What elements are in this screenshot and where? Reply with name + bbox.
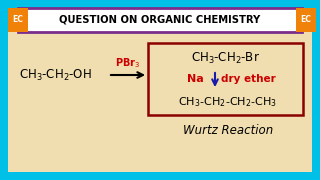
Bar bbox=[18, 8, 302, 32]
Bar bbox=[296, 8, 316, 32]
Text: CH$_3$-CH$_2$-Br: CH$_3$-CH$_2$-Br bbox=[190, 50, 260, 66]
Text: Wurtz Reaction: Wurtz Reaction bbox=[183, 123, 273, 136]
Text: PBr$_3$: PBr$_3$ bbox=[116, 56, 140, 70]
Text: CH$_3$-CH$_2$-CH$_2$-CH$_3$: CH$_3$-CH$_2$-CH$_2$-CH$_3$ bbox=[179, 95, 277, 109]
Text: QUESTION ON ORGANIC CHEMISTRY: QUESTION ON ORGANIC CHEMISTRY bbox=[60, 15, 260, 25]
Text: EC: EC bbox=[300, 15, 311, 24]
Text: Na: Na bbox=[187, 74, 204, 84]
Bar bbox=[8, 8, 28, 32]
Bar bbox=[148, 43, 303, 115]
Text: EC: EC bbox=[12, 15, 23, 24]
Text: CH$_3$-CH$_2$-OH: CH$_3$-CH$_2$-OH bbox=[19, 68, 92, 83]
Text: dry ether: dry ether bbox=[220, 74, 276, 84]
